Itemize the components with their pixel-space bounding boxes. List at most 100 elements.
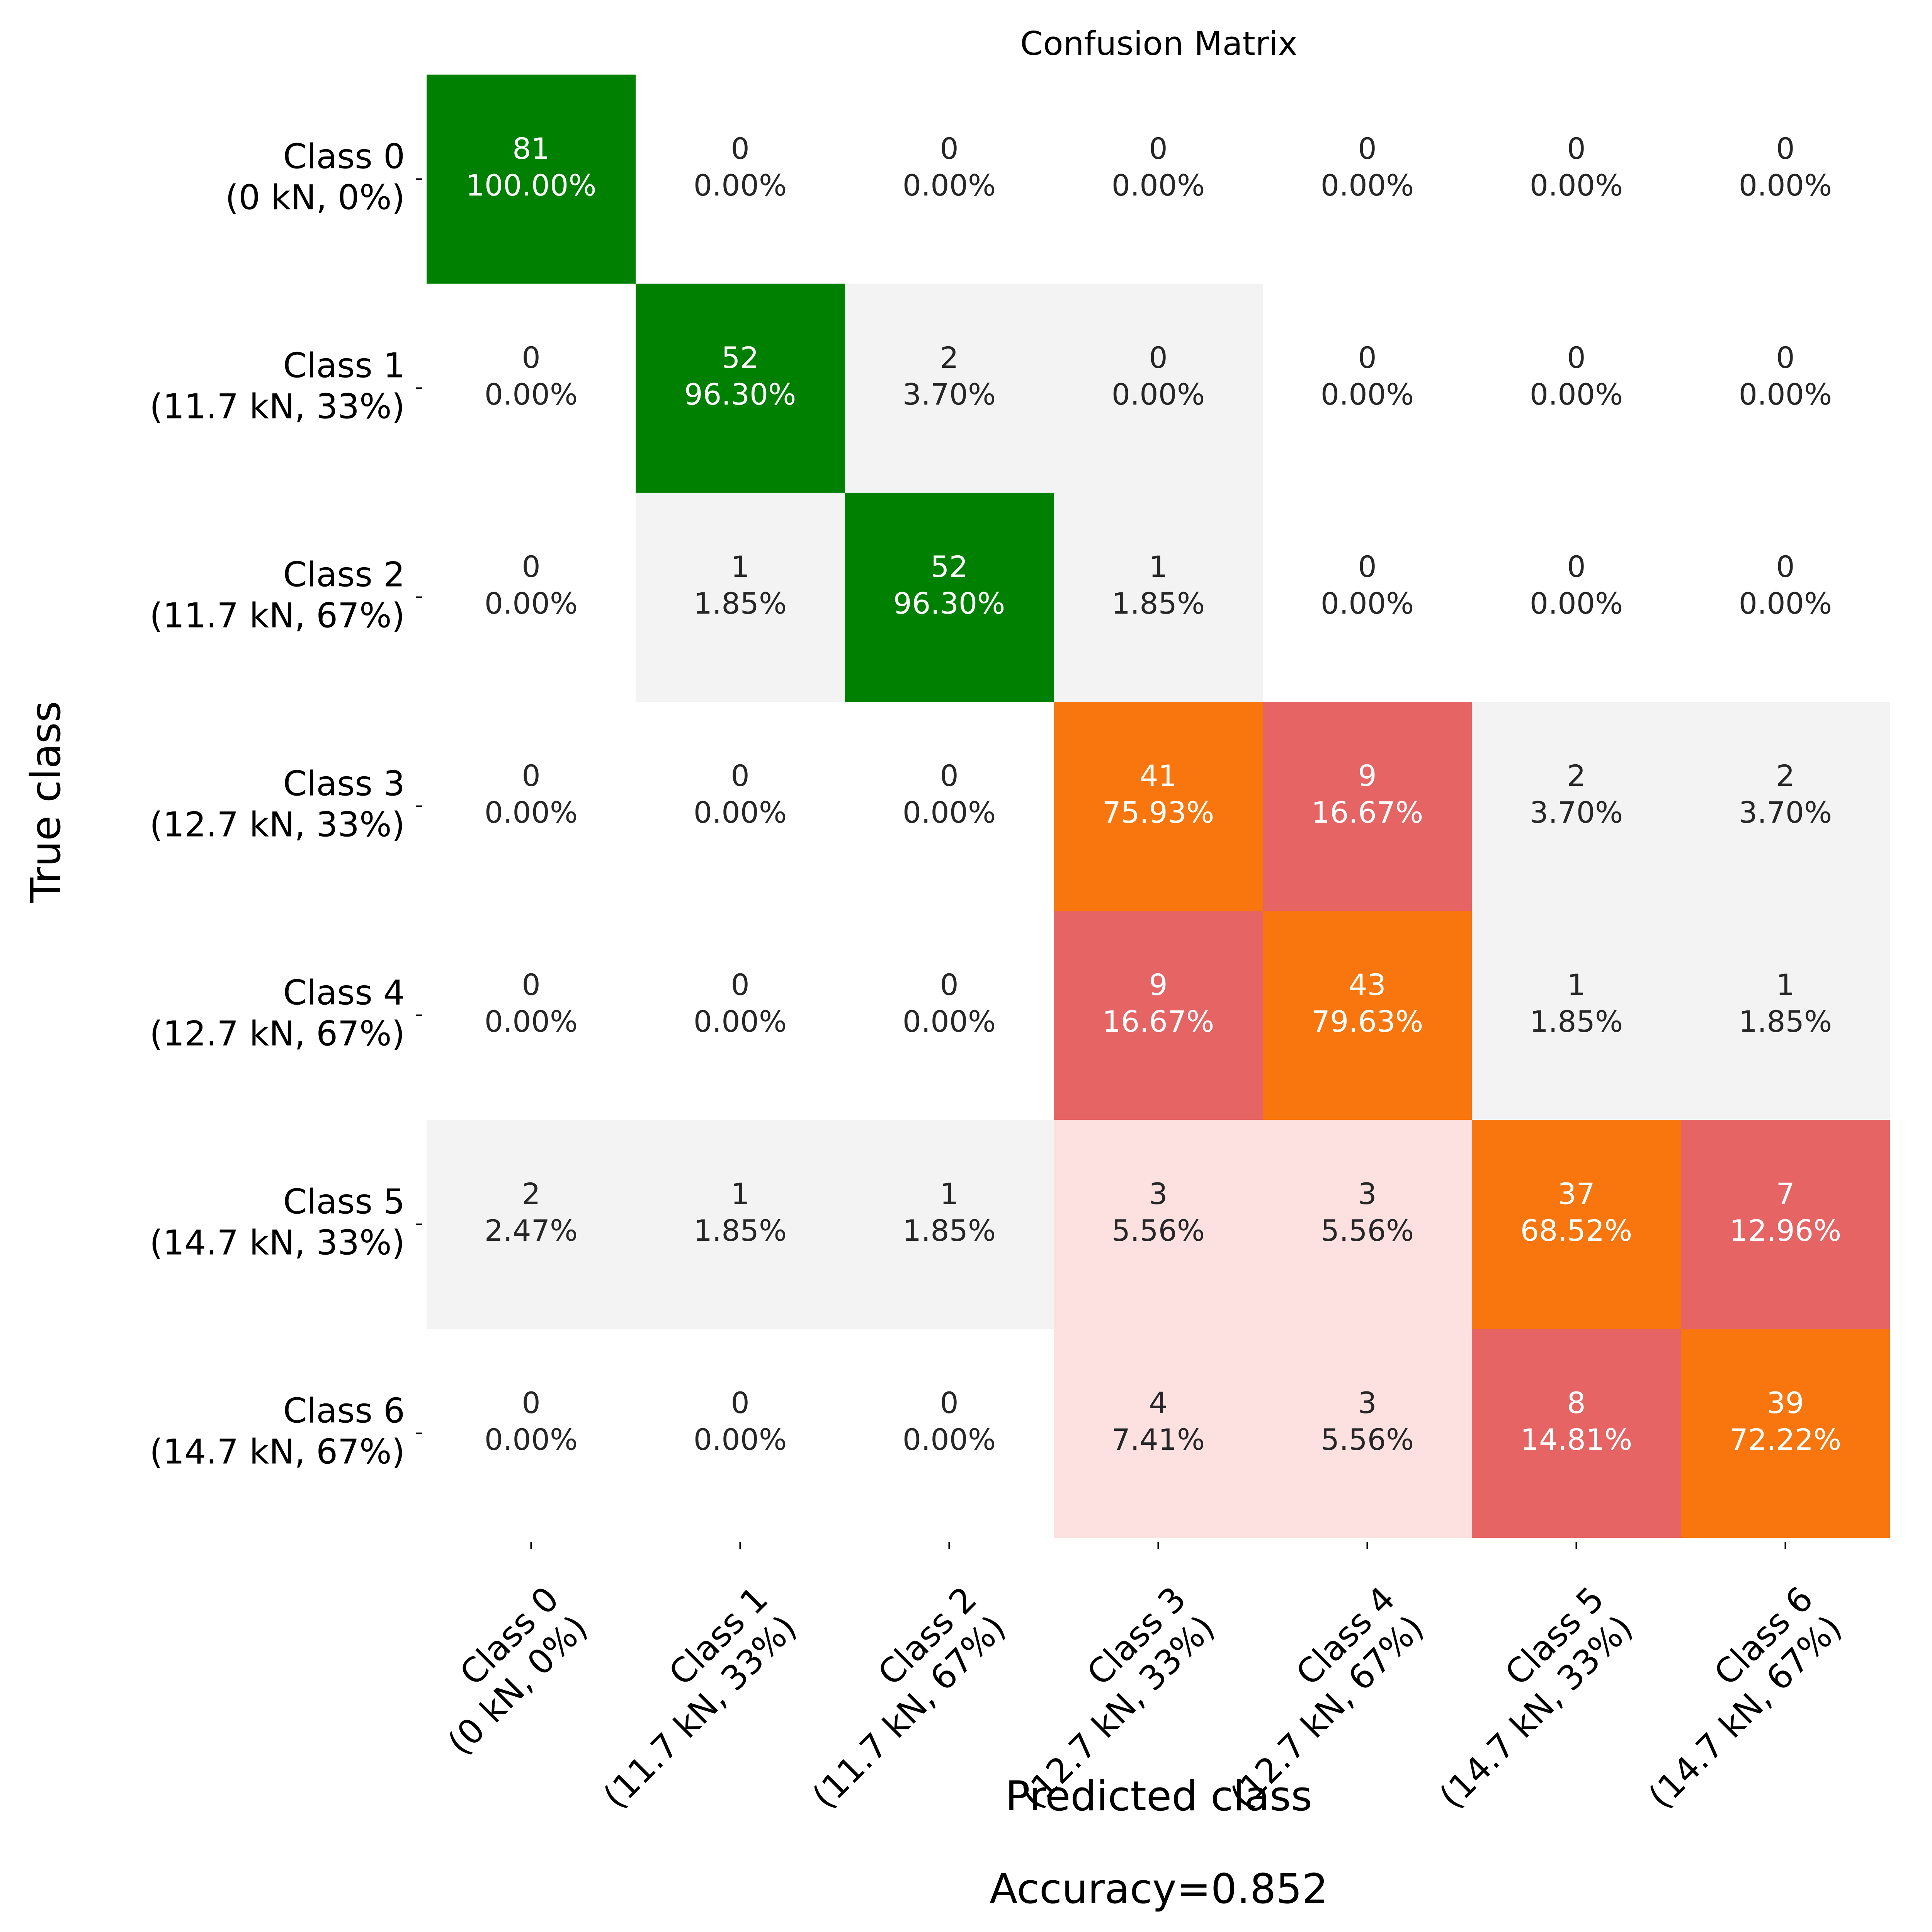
cell-percent-r1-c5: 0.00%: [1530, 377, 1623, 412]
chart-title: Confusion Matrix: [1020, 25, 1297, 63]
matrix-cell-r1-c4: [1263, 284, 1472, 493]
cell-percent-r6-c1: 0.00%: [694, 1422, 787, 1457]
cell-percent-r0-c5: 0.00%: [1530, 168, 1623, 202]
matrix-cell-r0-c1: [636, 75, 845, 284]
cell-count-r0-c4: 0: [1358, 131, 1376, 166]
cell-count-r2-c2: 52: [930, 549, 968, 584]
cell-count-r0-c2: 0: [940, 131, 958, 166]
cell-count-r4-c5: 1: [1567, 968, 1585, 1002]
matrix-cell-r3-c6: [1681, 702, 1890, 911]
cell-count-r4-c1: 0: [731, 968, 749, 1002]
matrix-cell-r6-c1: [636, 1329, 845, 1538]
cell-percent-r2-c6: 0.00%: [1739, 586, 1832, 621]
y-tick-label-3-line2: (12.7 kN, 33%): [150, 805, 405, 845]
cell-count-r6-c4: 3: [1358, 1386, 1376, 1420]
matrix-cell-r0-c2: [845, 75, 1054, 284]
cell-percent-r2-c5: 0.00%: [1530, 586, 1623, 621]
cell-percent-r0-c1: 0.00%: [694, 168, 787, 202]
matrix-cell-r2-c6: [1681, 493, 1890, 702]
cell-count-r6-c3: 4: [1149, 1386, 1167, 1420]
cell-count-r5-c4: 3: [1358, 1177, 1376, 1211]
matrix-cell-r6-c0: [427, 1329, 636, 1538]
cell-percent-r0-c0: 100.00%: [466, 168, 596, 202]
matrix-cell-r4-c0: [427, 911, 636, 1120]
matrix-cell-r4-c4: [1263, 911, 1472, 1120]
y-axis-title: True class: [22, 701, 70, 903]
matrix-cell-r5-c4: [1263, 1120, 1472, 1329]
cell-count-r2-c5: 0: [1567, 549, 1585, 584]
cell-count-r2-c0: 0: [522, 549, 540, 584]
cell-count-r5-c0: 2: [522, 1177, 540, 1211]
y-tick-label-3-line1: Class 3: [283, 764, 405, 804]
matrix-cell-r3-c0: [427, 702, 636, 911]
y-tick-label-1-line2: (11.7 kN, 33%): [150, 387, 405, 427]
cell-count-r0-c1: 0: [731, 131, 749, 166]
matrix-cell-r1-c6: [1681, 284, 1890, 493]
cell-percent-r4-c3: 16.67%: [1102, 1004, 1214, 1039]
cell-count-r2-c4: 0: [1358, 549, 1376, 584]
cell-percent-r3-c3: 75.93%: [1102, 795, 1214, 830]
y-tick-label-4-line1: Class 4: [283, 973, 405, 1013]
matrix-cell-r3-c5: [1472, 702, 1681, 911]
cell-percent-r3-c6: 3.70%: [1739, 795, 1832, 830]
cell-percent-r2-c3: 1.85%: [1112, 586, 1205, 621]
cell-count-r1-c3: 0: [1149, 340, 1167, 375]
matrix-cell-r3-c4: [1263, 702, 1472, 911]
cell-count-r3-c1: 0: [731, 759, 749, 793]
cell-percent-r5-c1: 1.85%: [694, 1213, 787, 1248]
cell-percent-r4-c4: 79.63%: [1311, 1004, 1423, 1039]
cell-percent-r3-c1: 0.00%: [694, 795, 787, 830]
y-tick-label-0-line1: Class 0: [283, 137, 405, 177]
matrix-cell-r3-c3: [1054, 702, 1263, 911]
cell-percent-r6-c0: 0.00%: [485, 1422, 578, 1457]
cell-percent-r2-c4: 0.00%: [1321, 586, 1414, 621]
cell-count-r6-c6: 39: [1767, 1386, 1804, 1420]
cell-count-r1-c5: 0: [1567, 340, 1585, 375]
cell-percent-r5-c6: 12.96%: [1730, 1213, 1842, 1248]
cell-percent-r4-c6: 1.85%: [1739, 1004, 1832, 1039]
cell-percent-r5-c5: 68.52%: [1520, 1213, 1633, 1248]
matrix-cell-r5-c1: [636, 1120, 845, 1329]
cell-count-r5-c5: 37: [1558, 1177, 1595, 1211]
cell-percent-r6-c5: 14.81%: [1520, 1422, 1633, 1457]
cell-percent-r1-c6: 0.00%: [1739, 377, 1832, 412]
cell-percent-r2-c0: 0.00%: [485, 586, 578, 621]
y-tick-label-1-line1: Class 1: [283, 346, 405, 386]
cell-percent-r4-c2: 0.00%: [903, 1004, 996, 1039]
cell-count-r5-c1: 1: [731, 1177, 749, 1211]
matrix-cell-r0-c6: [1681, 75, 1890, 284]
cell-count-r3-c3: 41: [1139, 759, 1177, 793]
matrix-cell-r2-c1: [636, 493, 845, 702]
matrix-cell-r1-c1: [636, 284, 845, 493]
matrix-cell-r1-c2: [845, 284, 1054, 493]
cell-percent-r6-c6: 72.22%: [1730, 1422, 1842, 1457]
cell-count-r0-c3: 0: [1149, 131, 1167, 166]
matrix-cell-r2-c5: [1472, 493, 1681, 702]
matrix-cell-r2-c4: [1263, 493, 1472, 702]
matrix-cell-r5-c5: [1472, 1120, 1681, 1329]
cell-count-r0-c6: 0: [1776, 131, 1794, 166]
cell-percent-r0-c2: 0.00%: [903, 168, 996, 202]
y-tick-label-6-line2: (14.7 kN, 67%): [150, 1432, 405, 1472]
cell-percent-r3-c4: 16.67%: [1311, 795, 1423, 830]
cell-count-r3-c2: 0: [940, 759, 958, 793]
cell-count-r1-c2: 2: [940, 340, 958, 375]
cell-percent-r2-c1: 1.85%: [694, 586, 787, 621]
cell-count-r5-c6: 7: [1776, 1177, 1794, 1211]
cell-count-r1-c6: 0: [1776, 340, 1794, 375]
cell-percent-r6-c3: 7.41%: [1112, 1422, 1205, 1457]
cell-count-r3-c6: 2: [1776, 759, 1794, 793]
cell-percent-r1-c4: 0.00%: [1321, 377, 1414, 412]
matrix-cell-r3-c1: [636, 702, 845, 911]
cell-count-r0-c5: 0: [1567, 131, 1585, 166]
cell-count-r6-c0: 0: [522, 1386, 540, 1420]
cell-percent-r2-c2: 96.30%: [893, 586, 1005, 621]
cell-count-r1-c0: 0: [522, 340, 540, 375]
y-axis-ticks: Class 0(0 kN, 0%) Class 1(11.7 kN, 33%) Cl…: [150, 137, 422, 1472]
cell-percent-r1-c0: 0.00%: [485, 377, 578, 412]
cell-percent-r1-c1: 96.30%: [684, 377, 796, 412]
y-tick-label-4-line2: (12.7 kN, 67%): [150, 1014, 405, 1054]
matrix-cell-r4-c6: [1681, 911, 1890, 1120]
